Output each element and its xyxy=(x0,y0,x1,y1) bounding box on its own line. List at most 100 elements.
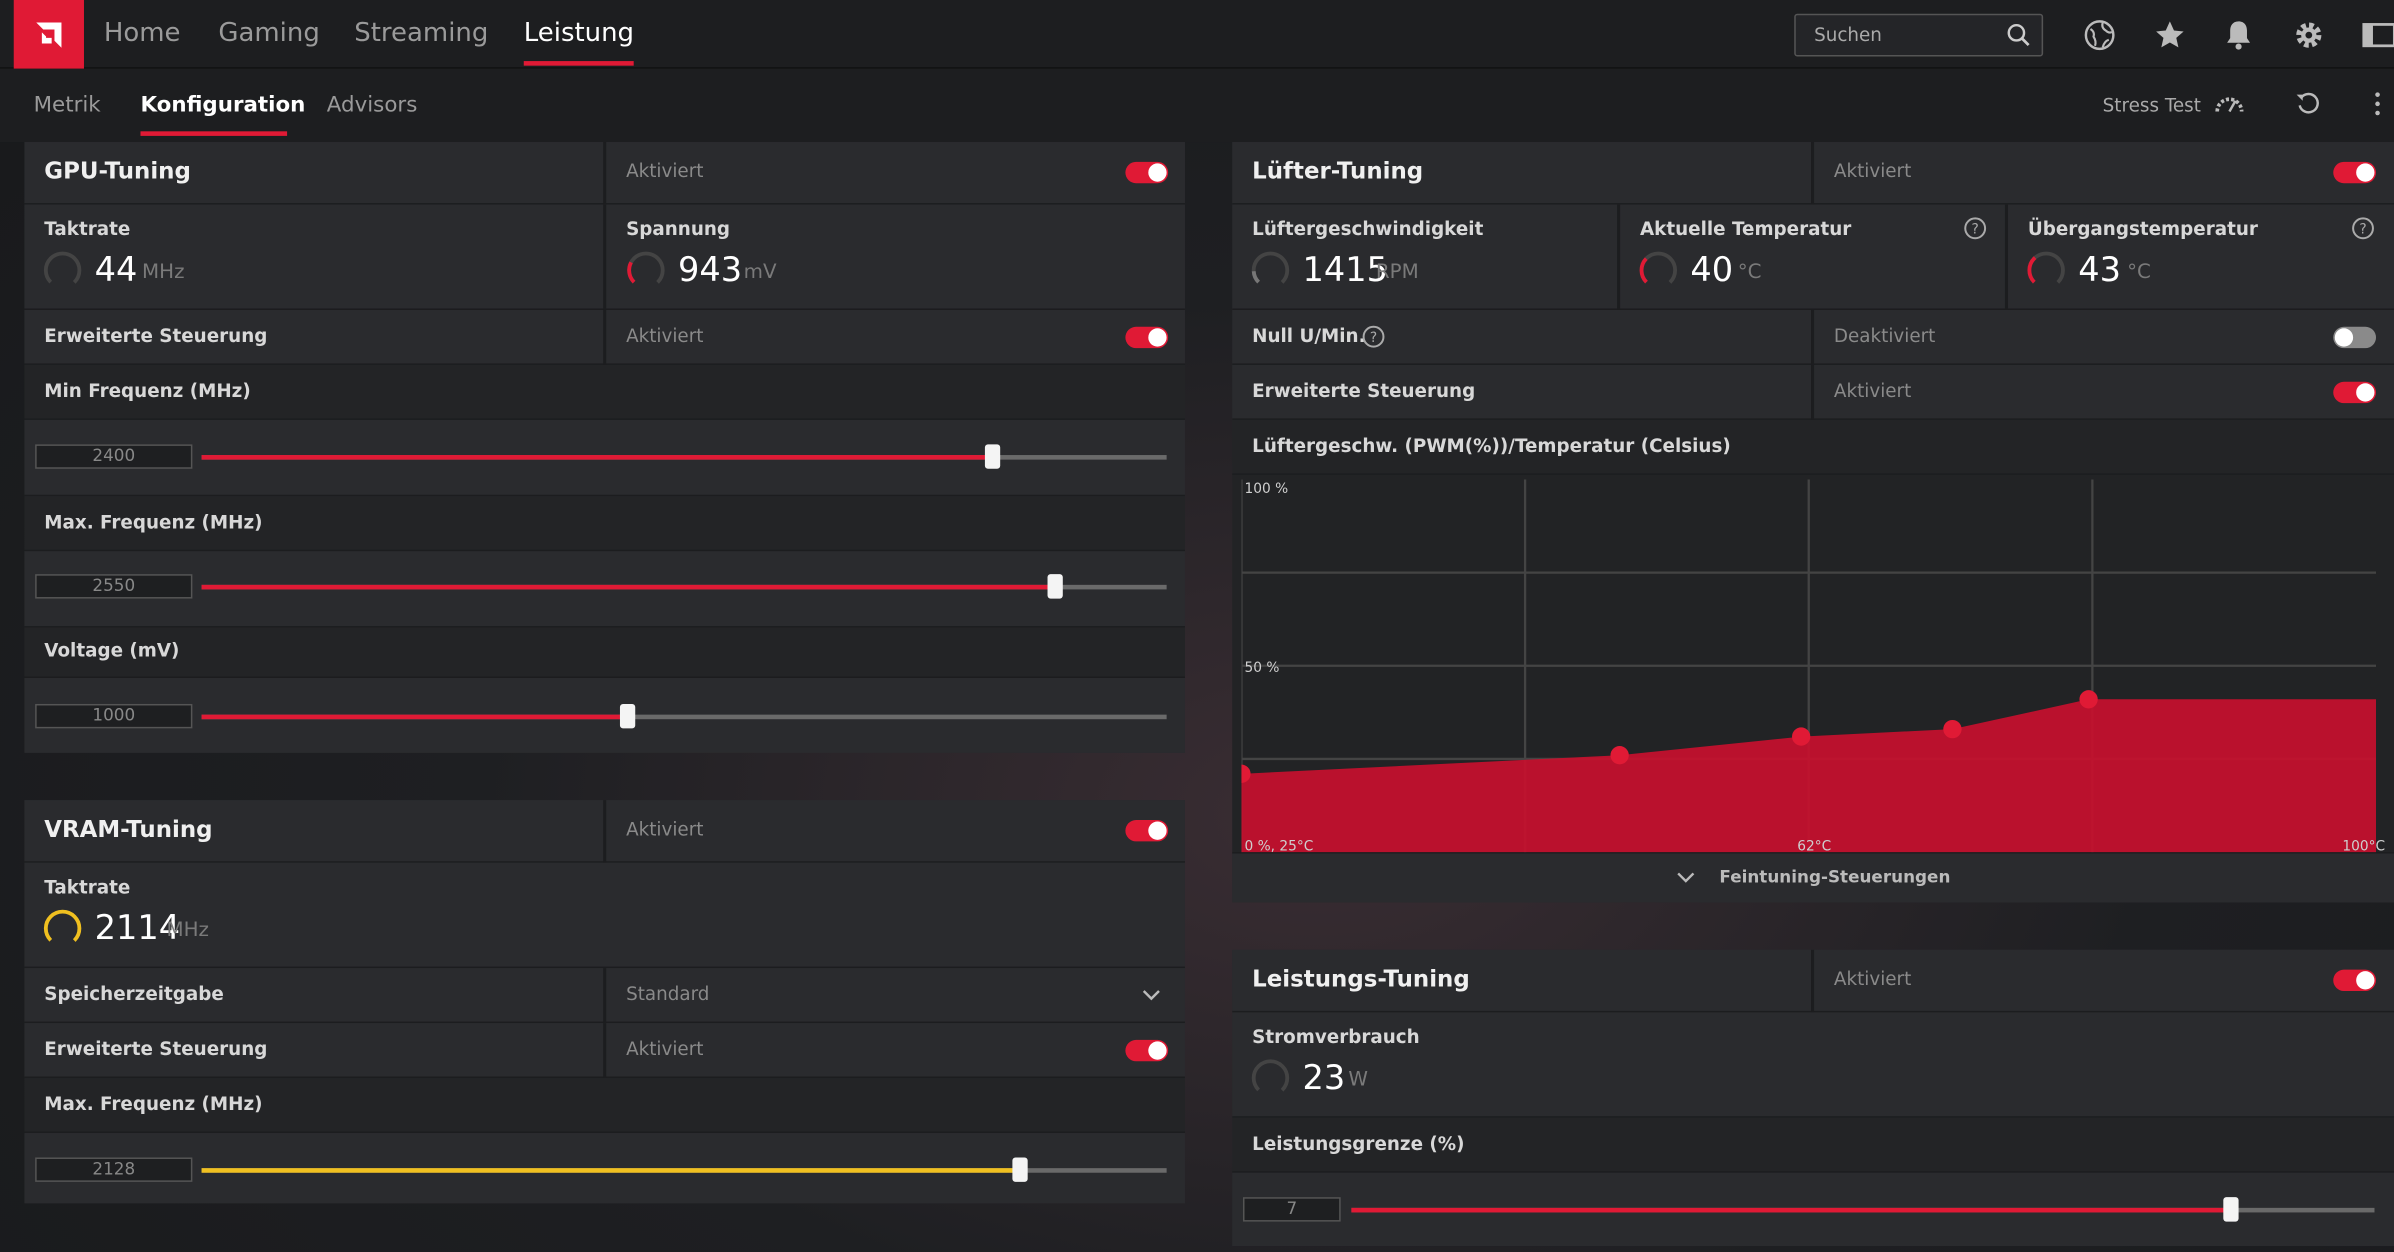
fan-curve-title: Lüftergeschw. (PWM(%))/Temperatur (Celsi… xyxy=(1252,435,1731,457)
voltage-slider-row: 1000 xyxy=(24,677,1185,753)
vram-clock-label: Taktrate xyxy=(44,876,131,898)
voltage-input[interactable]: 1000 xyxy=(35,703,193,729)
gpu-voltage-gauge-icon xyxy=(627,251,665,289)
slider-thumb[interactable] xyxy=(985,444,1001,469)
x-tick-label-end: 100°C xyxy=(2342,839,2386,856)
gpu-clock-gauge-icon xyxy=(43,251,82,289)
nav-tab-leistung[interactable]: Leistung xyxy=(523,18,635,49)
power-limit-label: Leistungsgrenze (%) xyxy=(1252,1133,1465,1155)
slider-thumb[interactable] xyxy=(1012,1157,1028,1182)
vram-metrics-row: Taktrate 2114 MHz xyxy=(24,862,1185,969)
min-frequency-slider[interactable] xyxy=(201,444,1167,469)
globe-icon[interactable] xyxy=(2083,18,2117,52)
gpu-tuning-toggle[interactable] xyxy=(1125,161,1169,184)
vram-clock-unit: MHz xyxy=(166,919,209,943)
divider xyxy=(1811,309,1815,365)
zero-rpm-row: Null U/Min. ? Deaktiviert xyxy=(1232,309,2394,365)
slider-fill xyxy=(1351,1207,2232,1213)
amd-logo-icon[interactable] xyxy=(13,0,84,69)
help-icon[interactable]: ? xyxy=(1362,325,1385,348)
vram-clock-value: 2114 xyxy=(94,910,181,949)
memory-timing-select[interactable]: Standard xyxy=(626,983,710,1005)
voltage-label: Voltage (mV) xyxy=(44,639,180,662)
search-icon[interactable] xyxy=(2006,23,2030,47)
divider xyxy=(603,1023,607,1079)
fan-curve-point-4[interactable] xyxy=(2079,690,2098,709)
power-consumption-label: Stromverbrauch xyxy=(1252,1026,1420,1048)
bell-icon[interactable] xyxy=(2222,18,2256,52)
divider xyxy=(1617,204,1621,310)
vram-max-frequency-label: Max. Frequenz (MHz) xyxy=(44,1093,263,1115)
slider-thumb[interactable] xyxy=(620,703,636,729)
chevron-down-icon[interactable] xyxy=(1677,870,1695,885)
fan-curve-point-2[interactable] xyxy=(1792,727,1811,746)
stress-test-label[interactable]: Stress Test xyxy=(2102,94,2201,117)
fan-advanced-toggle[interactable] xyxy=(2333,381,2377,404)
fan-advanced-status: Aktiviert xyxy=(1833,380,1912,402)
help-icon[interactable]: ? xyxy=(1964,217,1987,240)
vram-tuning-toggle[interactable] xyxy=(1125,819,1169,842)
fine-tuning-label[interactable]: Feintuning-Steuerungen xyxy=(1719,867,1951,888)
search-input[interactable] xyxy=(1795,15,2002,55)
junction-temp-label: Übergangstemperatur xyxy=(2027,218,2258,240)
nav-tab-streaming[interactable]: Streaming xyxy=(354,18,489,49)
fan-advanced-row: Erweiterte Steuerung Aktiviert xyxy=(1232,364,2394,420)
max-frequency-slider[interactable] xyxy=(201,574,1167,599)
nav-tab-home[interactable]: Home xyxy=(103,18,181,49)
nav-tab-gaming[interactable]: Gaming xyxy=(218,18,320,49)
gpu-clock-label: Taktrate xyxy=(44,218,131,240)
gpu-advanced-label: Erweiterte Steuerung xyxy=(44,325,268,347)
power-consumption-value: 23 xyxy=(1302,1059,1346,1098)
fan-tuning-panel: Lüfter-Tuning Aktiviert Lüftergeschwindi… xyxy=(1232,142,2394,903)
more-options-icon[interactable] xyxy=(2373,92,2382,116)
power-tuning-status: Aktiviert xyxy=(1833,968,1912,990)
fan-curve-chart[interactable]: 100 % 50 % 0 %, 25°C 62°C 100°C xyxy=(1232,479,2386,858)
y-tick-label-50: 50 % xyxy=(1244,661,1280,677)
zero-rpm-label: Null U/Min. xyxy=(1252,325,1366,347)
star-icon[interactable] xyxy=(2153,18,2187,52)
memory-timing-label: Speicherzeitgabe xyxy=(44,983,224,1005)
junction-temp-unit: °C xyxy=(2127,261,2151,285)
gpu-advanced-toggle[interactable] xyxy=(1125,326,1169,349)
subtab-konfiguration[interactable]: Konfiguration xyxy=(140,93,306,118)
zero-rpm-status: Deaktiviert xyxy=(1833,325,1936,347)
min-frequency-input[interactable]: 2400 xyxy=(35,444,193,469)
fan-curve-chart-row: 100 % 50 % 0 %, 25°C 62°C 100°C xyxy=(1232,474,2394,855)
active-tab-indicator xyxy=(523,61,634,66)
vram-tuning-status: Aktiviert xyxy=(626,818,704,840)
fan-curve-svg[interactable] xyxy=(1232,479,2386,858)
slider-thumb[interactable] xyxy=(2223,1197,2239,1222)
fan-metrics-row: Lüftergeschwindigkeit 1415 RPM Aktuelle … xyxy=(1232,204,2394,310)
fan-tuning-header: Lüfter-Tuning Aktiviert xyxy=(1232,142,2394,205)
gpu-clock-value: 44 xyxy=(94,251,138,291)
stress-test-gauge-icon[interactable] xyxy=(2214,90,2245,114)
gpu-tuning-panel: GPU-Tuning Aktiviert Taktrate 44 MHz Spa… xyxy=(24,142,1185,753)
power-tuning-toggle[interactable] xyxy=(2333,969,2377,992)
gear-icon[interactable] xyxy=(2292,18,2326,52)
slider-fill xyxy=(201,584,1056,590)
vram-advanced-toggle[interactable] xyxy=(1125,1039,1169,1062)
power-limit-label-row: Leistungsgrenze (%) xyxy=(1232,1117,2394,1173)
fan-curve-point-3[interactable] xyxy=(1943,719,1962,739)
voltage-slider[interactable] xyxy=(201,703,1167,729)
fan-curve-point-1[interactable] xyxy=(1610,746,1629,765)
vram-max-frequency-slider[interactable] xyxy=(201,1157,1167,1182)
power-limit-input[interactable]: 7 xyxy=(1242,1197,1341,1222)
slider-thumb[interactable] xyxy=(1047,574,1064,599)
vram-max-frequency-input[interactable]: 2128 xyxy=(35,1157,193,1182)
max-frequency-input[interactable]: 2550 xyxy=(35,574,193,599)
help-icon[interactable]: ? xyxy=(2352,217,2375,240)
fan-tuning-toggle[interactable] xyxy=(2333,161,2377,184)
power-limit-slider-row: 7 xyxy=(1232,1172,2394,1247)
zero-rpm-toggle[interactable] xyxy=(2333,326,2377,349)
sidebar-toggle-icon[interactable] xyxy=(2361,18,2394,52)
chevron-down-icon[interactable] xyxy=(1142,988,1160,1003)
subtab-metrik[interactable]: Metrik xyxy=(33,93,101,118)
min-frequency-label: Min Frequenz (MHz) xyxy=(44,380,251,402)
power-limit-slider[interactable] xyxy=(1351,1197,2375,1222)
reset-icon[interactable] xyxy=(2295,92,2319,116)
fine-tuning-row[interactable]: Feintuning-Steuerungen xyxy=(1232,853,2394,903)
subtab-advisors[interactable]: Advisors xyxy=(326,93,418,118)
divider xyxy=(1811,142,1815,205)
gpu-clock-unit: MHz xyxy=(142,261,185,285)
